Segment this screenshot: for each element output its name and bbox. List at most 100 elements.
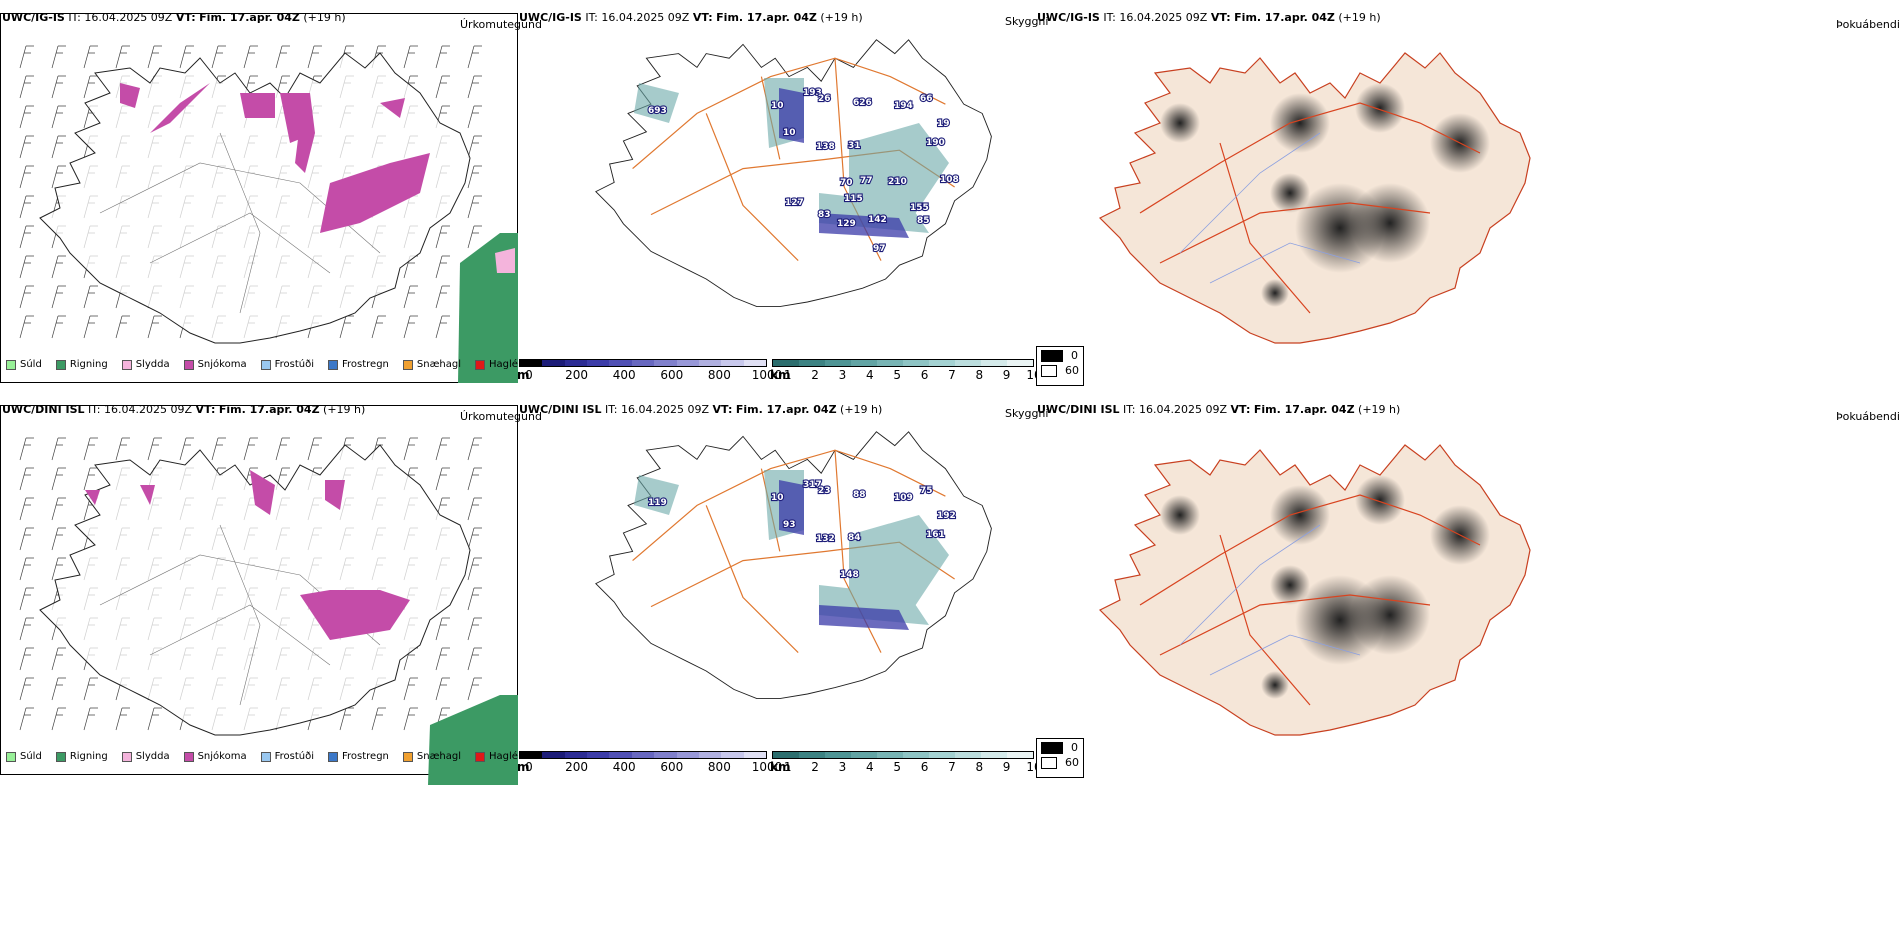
visibility_bar-colorbar: km 1 2 3 4 5 6 7 8 9 10 <box>770 359 1042 382</box>
fog-title: Þokuábendi <box>1836 410 1900 423</box>
ceiling-fill <box>779 88 909 238</box>
panel-header: UWC/DINI ISL IT: 16.04.2025 09Z VT: Fim.… <box>519 403 882 416</box>
rivers <box>1179 132 1361 284</box>
colorbar-tick: 7 <box>948 368 956 382</box>
ceiling-value-label: 109 <box>894 493 913 503</box>
legend-swatch <box>402 751 413 762</box>
precip-legend-item: Súld <box>6 359 42 370</box>
precip-legend: Súld Rigning Slydda Snjókoma Frostúði Frostre… <box>6 751 535 762</box>
lead-time: (+19 h) <box>840 403 883 416</box>
precip-type-map <box>0 405 518 775</box>
ceiling-value-label: 10 <box>771 101 784 111</box>
legend-label: Snæhagl <box>416 751 462 762</box>
fog-legend-label: 60 <box>1065 756 1079 769</box>
ceiling-value-label: 142 <box>868 215 887 225</box>
iceland-coastline <box>595 39 992 308</box>
panel-header: UWC/DINI ISL IT: 16.04.2025 09Z VT: Fim.… <box>1037 403 1400 416</box>
ceiling_bar-colorbar: m 0 200 400 600 800 1000 <box>517 751 782 774</box>
legend-label: Slydda <box>135 359 170 370</box>
ceiling-value-label: 138 <box>816 142 835 152</box>
lead-time: (+19 h) <box>303 11 346 24</box>
legend-label: Frostúði <box>274 359 314 370</box>
it-time: 16.04.2025 09Z <box>1139 403 1228 416</box>
legend-swatch <box>328 751 338 762</box>
legend-label: Snjókoma <box>197 359 247 370</box>
precip-legend-item: Haglél <box>475 359 521 370</box>
panel-header: UWC/IG-IS IT: 16.04.2025 09Z VT: Fim. 17… <box>2 11 346 24</box>
model-name: UWC/DINI ISL <box>1037 403 1120 416</box>
precip-map-graphic <box>19 437 518 785</box>
fog-title: Þokuábendi <box>1836 18 1900 31</box>
it-label: IT: <box>88 403 101 416</box>
ceiling-value-label: 88 <box>853 490 866 500</box>
precip-legend-item: Súld <box>6 751 42 762</box>
precip-type-title: Úrkomutegund <box>460 410 542 423</box>
ceiling-value-label: 77 <box>860 176 873 186</box>
colorbar-tick: 5 <box>893 368 901 382</box>
colorbar-gradient <box>772 359 1034 367</box>
colorbar-gradient <box>519 751 767 759</box>
lead-time: (+19 h) <box>1358 403 1401 416</box>
ceiling-value-label: 193 <box>803 88 822 98</box>
vt-label: VT: <box>195 403 216 416</box>
ceiling-value-label: 161 <box>926 530 945 540</box>
legend-swatch <box>475 751 486 762</box>
colorbar-tick: 0 <box>525 368 533 382</box>
forecast-row-1: UWC/DINI ISL IT: 16.04.2025 09Z VT: Fim.… <box>0 400 1900 785</box>
roads <box>1139 102 1481 314</box>
legend-swatch <box>121 751 132 762</box>
ceiling-value-label: 127 <box>785 198 804 208</box>
ceiling-value-label: 66 <box>920 94 933 104</box>
ceiling-value-label: 10 <box>771 493 784 503</box>
roads <box>632 57 955 262</box>
colorbar-tick: 4 <box>865 760 874 774</box>
fog-legend-label: 0 <box>1071 741 1078 754</box>
ceiling-value-label: 83 <box>818 210 831 220</box>
ceiling-value-label: 693 <box>648 106 667 116</box>
visibility-fill <box>634 470 949 625</box>
precip-type-title: Úrkomutegund <box>460 18 542 31</box>
ceiling-value-label: 75 <box>920 486 933 496</box>
legend-label: Frostregn <box>342 751 389 762</box>
precip-legend-item: Rigning <box>55 751 108 762</box>
vt-time: Fim. 17.apr. 04Z <box>1234 11 1335 24</box>
colorbar-tick: 1 <box>783 760 792 774</box>
model-name: UWC/IG-IS <box>1037 11 1100 24</box>
legend-swatch <box>121 359 132 370</box>
iceland-coastline <box>595 431 992 700</box>
legend-swatch <box>6 751 16 762</box>
ceiling-value-label: 192 <box>937 511 956 521</box>
model-name: UWC/DINI ISL <box>519 403 602 416</box>
ceiling-value-label: 23 <box>818 486 831 496</box>
colorbar-tick: 800 <box>707 760 731 774</box>
legend-label: Snjókoma <box>197 751 247 762</box>
ceiling-value-label: 97 <box>873 244 886 254</box>
colorbar-tick: 4 <box>865 368 874 382</box>
ceiling-value-label: 93 <box>783 520 796 530</box>
ceiling-value-label: 31 <box>848 141 861 151</box>
colorbar-tick: 6 <box>920 368 929 382</box>
legend-swatch <box>402 359 413 370</box>
fog-legend-item: 60 <box>1041 756 1079 769</box>
roads <box>1139 494 1481 706</box>
ceiling-value-label: 85 <box>917 216 930 226</box>
vt-time: Fim. 17.apr. 04Z <box>735 403 837 416</box>
colorbar-tick: 200 <box>565 368 588 382</box>
it-time: 16.04.2025 09Z <box>84 11 173 24</box>
legend-swatch <box>260 359 271 370</box>
precip-legend-item: Snæhagl <box>402 751 462 762</box>
vt-time: Fim. 17.apr. 04Z <box>716 11 817 24</box>
ceiling-value-label: 132 <box>816 534 835 544</box>
colorbar-tick: 200 <box>565 760 588 774</box>
it-time: 16.04.2025 09Z <box>621 403 710 416</box>
legend-label: Súld <box>20 751 42 762</box>
model-name: UWC/IG-IS <box>2 11 65 24</box>
vt-label: VT: <box>712 403 733 416</box>
colorbar-tick: 9 <box>1002 760 1011 774</box>
legend-swatch <box>328 359 338 370</box>
colorbar-tick: 1 <box>783 368 792 382</box>
colorbar-tick: 1000 <box>751 368 783 382</box>
ceiling-value-label: 317 <box>803 480 822 490</box>
precip-legend-item: Snjókoma <box>183 359 247 370</box>
fog-legend-label: 0 <box>1071 349 1078 362</box>
